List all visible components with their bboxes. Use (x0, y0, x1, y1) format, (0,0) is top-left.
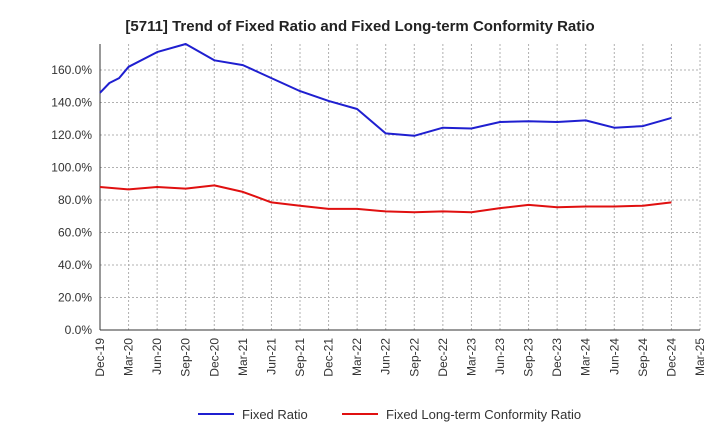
x-tick-label: Dec-22 (436, 338, 450, 377)
series-line-1 (99, 184, 672, 214)
x-tick-label: Mar-22 (350, 338, 364, 376)
x-tick-label: Mar-23 (464, 338, 478, 376)
x-tick-label: Mar-21 (236, 338, 250, 376)
x-tick-label: Sep-20 (179, 338, 193, 377)
y-tick-label: 80.0% (58, 193, 92, 207)
x-tick-label: Sep-23 (522, 338, 536, 377)
series-line-0 (99, 43, 672, 137)
y-tick-label: 100.0% (51, 161, 92, 175)
axes: 0.0% 20.0% 40.0% 60.0% 80.0% 100.0% 120.0% 140.… (51, 44, 707, 377)
x-tick-label: Dec-23 (550, 338, 564, 377)
x-tick-label: Mar-20 (122, 338, 136, 376)
x-tick-label: Dec-19 (93, 338, 107, 377)
grid (99, 44, 701, 330)
y-tick-label: 20.0% (58, 291, 92, 305)
y-tick-label: 160.0% (51, 63, 92, 77)
x-tick-label: Jun-24 (607, 338, 621, 375)
legend: Fixed Ratio Fixed Long-term Conformity Ra… (198, 407, 581, 422)
x-tick-label: Dec-21 (322, 338, 336, 377)
y-tick-label: 60.0% (58, 226, 92, 240)
y-tick-label: 40.0% (58, 258, 92, 272)
y-tick-label: 120.0% (51, 128, 92, 142)
x-tick-label: Jun-20 (150, 338, 164, 375)
y-tick-label: 140.0% (51, 96, 92, 110)
x-tick-label: Sep-22 (407, 338, 421, 377)
x-tick-label: Jun-23 (493, 338, 507, 375)
legend-label-1: Fixed Long-term Conformity Ratio (386, 407, 581, 422)
chart-title: [5711] Trend of Fixed Ratio and Fixed Lo… (125, 18, 594, 35)
x-tick-label: Mar-24 (579, 338, 593, 376)
x-tick-label: Jun-21 (264, 338, 278, 375)
legend-label-0: Fixed Ratio (242, 407, 308, 422)
y-tick-label: 0.0% (65, 323, 93, 337)
x-tick-label: Jun-22 (379, 338, 393, 375)
x-tick-label: Dec-24 (664, 338, 678, 377)
x-tick-label: Sep-21 (293, 338, 307, 377)
x-tick-label: Sep-24 (636, 338, 650, 377)
x-tick-label: Mar-25 (693, 338, 707, 376)
series-lines (99, 43, 672, 214)
x-tick-label: Dec-20 (207, 338, 221, 377)
